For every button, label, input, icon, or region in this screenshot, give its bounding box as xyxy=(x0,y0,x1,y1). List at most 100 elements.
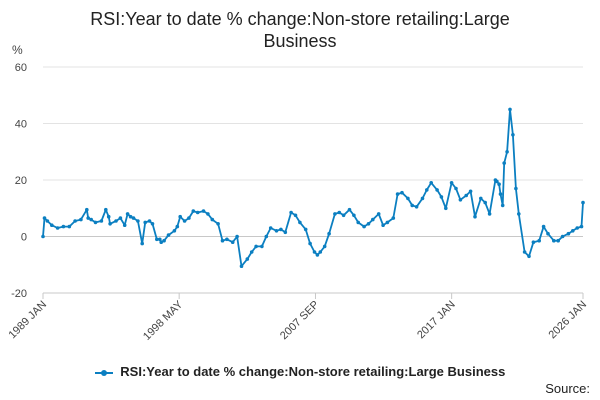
data-point[interactable] xyxy=(541,224,546,229)
data-point[interactable] xyxy=(537,238,541,243)
data-point[interactable] xyxy=(347,207,352,212)
data-point[interactable] xyxy=(531,240,536,244)
data-point[interactable] xyxy=(140,241,144,246)
data-point[interactable] xyxy=(406,196,410,201)
data-point[interactable] xyxy=(511,133,515,137)
data-point[interactable] xyxy=(108,222,112,226)
data-point[interactable] xyxy=(260,244,264,249)
data-point[interactable] xyxy=(85,207,89,212)
data-point[interactable] xyxy=(50,223,54,227)
data-point[interactable] xyxy=(158,237,162,242)
data-point[interactable] xyxy=(106,214,111,219)
data-point[interactable] xyxy=(522,250,527,254)
data-point[interactable] xyxy=(429,181,434,185)
data-point[interactable] xyxy=(366,222,371,226)
data-point[interactable] xyxy=(279,227,283,232)
data-point[interactable] xyxy=(487,212,492,216)
data-point[interactable] xyxy=(505,150,509,154)
data-point[interactable] xyxy=(147,219,152,223)
data-point[interactable] xyxy=(249,250,254,254)
data-point[interactable] xyxy=(67,224,72,229)
data-point[interactable] xyxy=(308,241,312,246)
data-point[interactable] xyxy=(327,231,331,236)
data-point[interactable] xyxy=(206,212,210,216)
data-point[interactable] xyxy=(136,219,140,223)
data-point[interactable] xyxy=(274,229,279,233)
data-point[interactable] xyxy=(162,238,166,243)
data-point[interactable] xyxy=(479,196,483,201)
data-point[interactable] xyxy=(464,193,469,198)
data-point[interactable] xyxy=(298,220,302,225)
data-point[interactable] xyxy=(410,203,415,208)
data-point[interactable] xyxy=(166,233,171,237)
data-point[interactable] xyxy=(552,238,556,243)
data-point[interactable] xyxy=(381,223,385,227)
data-point[interactable] xyxy=(566,231,571,236)
data-point[interactable] xyxy=(268,226,273,230)
data-point[interactable] xyxy=(61,224,66,229)
data-point[interactable] xyxy=(556,238,560,243)
data-point[interactable] xyxy=(414,205,419,209)
data-point[interactable] xyxy=(439,195,444,199)
data-point[interactable] xyxy=(575,226,579,230)
data-point[interactable] xyxy=(560,234,565,239)
data-point[interactable] xyxy=(483,200,488,205)
data-point[interactable] xyxy=(497,182,501,186)
data-point[interactable] xyxy=(41,234,45,239)
data-point[interactable] xyxy=(230,240,235,244)
data-point[interactable] xyxy=(210,217,215,222)
data-point[interactable] xyxy=(495,179,499,184)
data-point[interactable] xyxy=(500,203,505,208)
data-point[interactable] xyxy=(449,181,454,185)
data-point[interactable] xyxy=(527,254,531,259)
data-point[interactable] xyxy=(395,192,400,196)
data-point[interactable] xyxy=(131,216,136,220)
data-point[interactable] xyxy=(303,227,308,232)
data-point[interactable] xyxy=(86,216,90,220)
data-point[interactable] xyxy=(581,200,585,205)
data-point[interactable] xyxy=(356,220,361,225)
data-point[interactable] xyxy=(322,244,327,249)
data-point[interactable] xyxy=(264,234,269,239)
data-point[interactable] xyxy=(159,240,163,244)
data-point[interactable] xyxy=(454,186,458,191)
data-point[interactable] xyxy=(172,229,177,233)
data-point[interactable] xyxy=(125,212,130,216)
data-point[interactable] xyxy=(293,213,298,218)
data-point[interactable] xyxy=(514,186,518,191)
data-point[interactable] xyxy=(391,216,396,220)
data-point[interactable] xyxy=(444,206,448,211)
data-point[interactable] xyxy=(579,224,584,229)
data-point[interactable] xyxy=(201,209,206,213)
data-point[interactable] xyxy=(93,220,98,225)
data-point[interactable] xyxy=(400,190,404,195)
data-point[interactable] xyxy=(175,224,180,229)
data-point[interactable] xyxy=(45,219,50,223)
data-point[interactable] xyxy=(89,217,93,222)
data-point[interactable] xyxy=(235,234,239,239)
data-point[interactable] xyxy=(239,264,244,269)
data-point[interactable] xyxy=(420,196,425,201)
data-point[interactable] xyxy=(178,214,182,219)
data-point[interactable] xyxy=(517,212,521,216)
data-point[interactable] xyxy=(187,216,191,220)
data-point[interactable] xyxy=(362,224,366,229)
data-point[interactable] xyxy=(225,237,229,242)
data-point[interactable] xyxy=(143,220,147,225)
data-point[interactable] xyxy=(435,188,439,192)
data-point[interactable] xyxy=(571,229,575,233)
data-point[interactable] xyxy=(508,107,512,112)
data-point[interactable] xyxy=(376,212,381,216)
data-point[interactable] xyxy=(195,210,200,215)
data-point[interactable] xyxy=(341,213,346,218)
data-point[interactable] xyxy=(182,219,187,223)
data-point[interactable] xyxy=(220,238,225,243)
data-point[interactable] xyxy=(150,222,155,226)
data-point[interactable] xyxy=(283,230,288,235)
data-point[interactable] xyxy=(458,198,463,202)
data-point[interactable] xyxy=(546,231,550,236)
data-point[interactable] xyxy=(216,222,220,226)
data-point[interactable] xyxy=(425,188,429,192)
data-point[interactable] xyxy=(42,216,47,220)
data-point[interactable] xyxy=(502,161,507,165)
